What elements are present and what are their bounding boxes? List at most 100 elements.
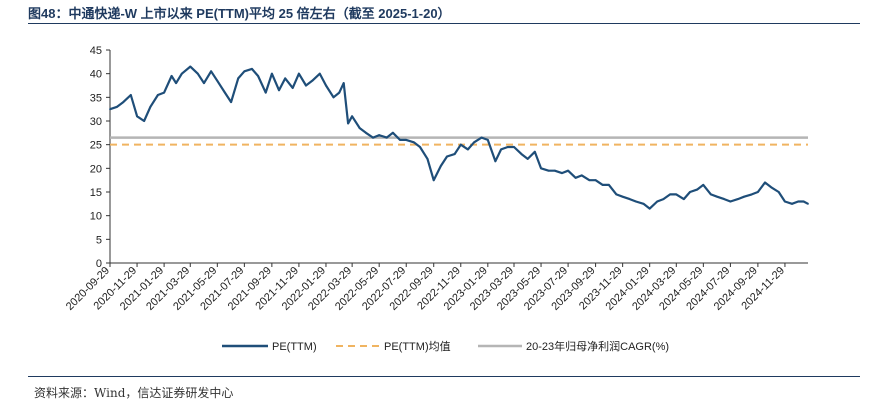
pe-ttm-point: [709, 193, 712, 196]
legend-label-cagr: 20-23年归母净利润CAGR(%): [526, 339, 669, 353]
pe-ttm-line: [109, 65, 809, 210]
pe-ttm-point: [351, 115, 354, 118]
pe-ttm-point: [594, 179, 597, 182]
pe-ttm-point: [807, 202, 809, 205]
pe-ttm-point: [109, 108, 111, 111]
pe-ttm-point: [547, 169, 550, 172]
pe-ttm-point: [770, 186, 773, 189]
pe-ttm-point: [189, 65, 192, 68]
pe-ttm-point: [696, 188, 699, 191]
pe-ttm-point: [180, 72, 183, 75]
pe-ttm-point: [526, 157, 529, 160]
pe-ttm-point: [607, 184, 610, 186]
pe-ttm-point: [347, 122, 350, 125]
pe-ttm-point: [797, 200, 800, 203]
pe-ttm-point: [750, 193, 753, 196]
pe-ttm-point: [656, 200, 659, 203]
pe-ttm-point: [223, 91, 226, 94]
pe-ttm-point: [318, 72, 321, 75]
chart-title: 图48：中通快递-W 上市以来 PE(TTM)平均 25 倍左右（截至 2025…: [28, 6, 451, 21]
pe-ttm-point: [342, 82, 345, 85]
pe-ttm-point: [662, 198, 665, 201]
pe-ttm-point: [216, 79, 219, 82]
y-tick-label: 5: [96, 234, 102, 246]
pe-ttm-point: [777, 191, 780, 193]
y-tick-label: 15: [90, 187, 102, 199]
pe-ttm-point: [432, 179, 435, 182]
pe-ttm-point: [743, 195, 746, 198]
pe-ttm-point: [453, 153, 456, 156]
pe-ttm-point: [251, 68, 253, 70]
pe-ttm-point: [122, 101, 125, 103]
pe-ttm-point: [378, 134, 381, 137]
footer-rule: [28, 376, 860, 377]
pe-ttm-point: [392, 131, 394, 134]
pe-ttm-point: [116, 105, 118, 108]
pe-ttm-point: [332, 96, 335, 99]
pe-ttm-point: [764, 181, 766, 184]
pe-ttm-point: [149, 105, 152, 108]
pe-ttm-point: [143, 120, 146, 122]
pe-ttm-point: [588, 179, 591, 182]
pe-ttm-point: [513, 146, 515, 148]
pe-ttm-point: [385, 136, 388, 139]
pe-ttm-point: [480, 136, 483, 139]
pe-ttm-point: [716, 195, 718, 198]
source-note: 资料来源：Wind，信达证券研发中心: [34, 386, 234, 400]
pe-chart: 0510152025303540452020-09-292020-11-2920…: [64, 45, 809, 353]
axes: 0510152025303540452020-09-292020-11-2920…: [64, 45, 808, 313]
pe-ttm-point: [175, 82, 177, 85]
pe-ttm-point: [567, 169, 569, 172]
pe-ttm-point: [486, 139, 489, 141]
pe-ttm-point: [426, 157, 429, 160]
pe-ttm-point: [163, 91, 166, 94]
pe-ttm-point: [156, 94, 159, 96]
pe-ttm-point: [500, 148, 503, 151]
y-tick-label: 40: [90, 69, 102, 81]
legend: PE(TTM) PE(TTM)均值 20-23年归母净利润CAGR(%): [222, 339, 669, 353]
pe-ttm-point: [580, 174, 583, 177]
pe-ttm-point: [399, 139, 401, 141]
y-tick-label: 35: [90, 92, 102, 104]
pe-ttm-point: [802, 200, 805, 203]
pe-ttm-point: [358, 127, 361, 129]
pe-ttm-point: [628, 198, 631, 201]
pe-ttm-point: [439, 165, 442, 167]
pe-ttm-point: [284, 77, 287, 80]
pe-ttm-point: [278, 89, 280, 92]
pe-ttm-point: [459, 143, 462, 146]
legend-label-mean: PE(TTM)均值: [384, 340, 451, 353]
pe-ttm-point: [784, 200, 786, 203]
y-tick-label: 45: [90, 45, 102, 57]
pe-ttm-point: [136, 115, 138, 118]
pe-ttm-point: [506, 146, 509, 148]
pe-ttm-point: [311, 79, 314, 82]
pe-ttm-point: [682, 198, 685, 201]
pe-ttm-point: [737, 198, 739, 201]
pe-ttm-point: [270, 72, 273, 75]
pe-ttm-point: [170, 75, 173, 77]
pe-ttm-point: [203, 82, 205, 85]
pe-ttm-point: [243, 70, 246, 73]
pe-ttm-point: [689, 191, 691, 193]
pe-ttm-point: [230, 101, 232, 103]
y-tick-label: 20: [90, 163, 102, 175]
pe-ttm-point: [257, 75, 260, 77]
pe-ttm-point: [533, 150, 536, 153]
pe-ttm-point: [560, 172, 563, 174]
pe-ttm-point: [364, 131, 367, 134]
pe-ttm-point: [574, 176, 577, 179]
pe-ttm-point: [372, 136, 374, 139]
y-tick-label: 30: [90, 116, 102, 128]
pe-ttm-point: [446, 155, 448, 158]
y-tick-label: 0: [96, 258, 102, 270]
pe-ttm-point: [196, 72, 199, 75]
pe-ttm-point: [601, 184, 604, 186]
y-tick-label: 25: [90, 140, 102, 152]
pe-ttm-point: [648, 207, 651, 210]
pe-ttm-point: [729, 200, 732, 203]
pe-ttm-point: [723, 198, 726, 201]
pe-ttm-point: [553, 169, 556, 172]
pe-ttm-point: [702, 184, 705, 186]
pe-ttm-point: [642, 202, 645, 205]
